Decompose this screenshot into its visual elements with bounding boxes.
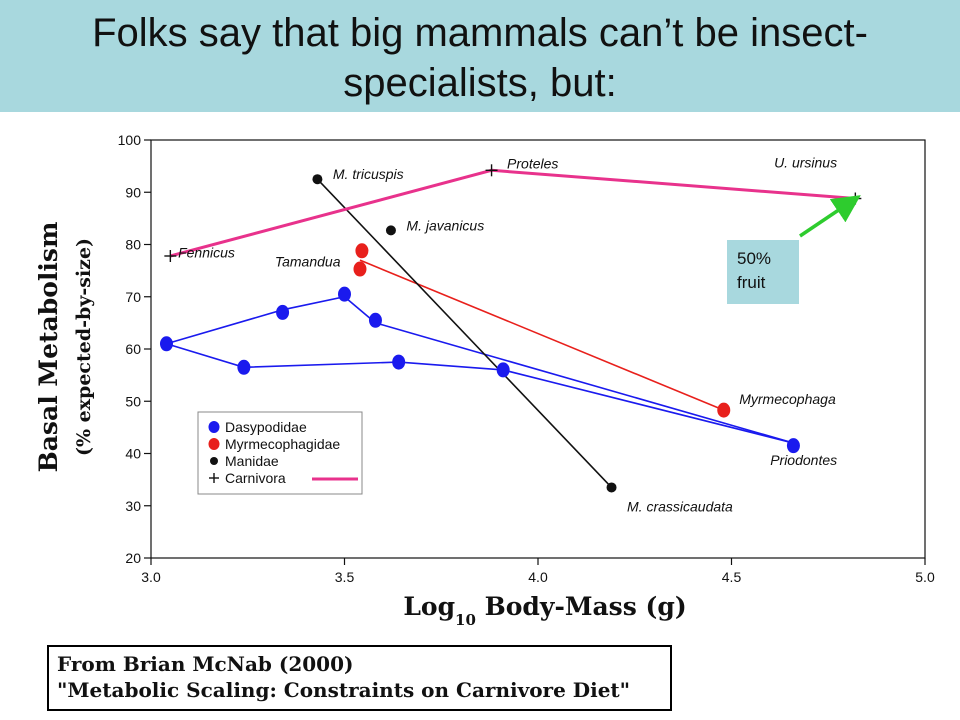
legend-label-carnivora: Carnivora — [225, 470, 286, 486]
y-tick-label: 80 — [125, 237, 141, 253]
species-annotation: M. javanicus — [406, 217, 484, 233]
citation-line-1: From Brian McNab (2000) — [57, 652, 354, 676]
myrmecophagidae-point — [717, 402, 731, 418]
legend-label-myrmecophagidae: Myrmecophagidae — [225, 436, 340, 452]
slide-title-line-2: specialists, but: — [343, 61, 617, 105]
manidae-point — [606, 482, 617, 493]
y-axis-sublabel: (% expected-by-size) — [73, 238, 95, 456]
x-tick-label: 4.0 — [528, 569, 548, 585]
dasypodidae-point — [338, 286, 351, 302]
y-tick-label: 50 — [125, 393, 141, 409]
y-tick-label: 60 — [125, 341, 141, 357]
x-tick-label: 3.0 — [141, 569, 161, 585]
fruit-note-box: 50% fruit — [727, 240, 799, 304]
species-annotation: Priodontes — [770, 452, 837, 468]
citation-box: From Brian McNab (2000) "Metabolic Scali… — [47, 645, 672, 711]
myrmecophagidae-point — [355, 243, 369, 259]
legend-label-manidae: Manidae — [225, 453, 279, 469]
species-annotation: Myrmecophaga — [739, 391, 836, 407]
dasypodidae-point — [392, 354, 406, 370]
dasypodidae-point — [496, 362, 510, 378]
dasypodidae-point — [159, 336, 173, 352]
metabolism-scatter-chart: 3.0 3.5 4.0 4.5 5.0 20 30 40 50 60 70 80 90 100 Basal … — [34, 132, 935, 629]
dasypodidae-point — [368, 312, 382, 328]
manidae-point — [312, 174, 323, 185]
fruit-arrow — [799, 195, 861, 238]
dasypodidae-point — [786, 438, 800, 454]
legend-label-dasypodidae: Dasypodidae — [225, 419, 307, 435]
manidae-point — [385, 225, 396, 236]
fruit-note-line-2: fruit — [737, 273, 766, 292]
y-tick-label: 100 — [118, 132, 142, 148]
plot-frame — [150, 139, 926, 559]
species-annotation: U. ursinus — [774, 155, 837, 171]
dasypodidae-point — [276, 304, 290, 320]
species-annotation: Proteles — [507, 156, 558, 172]
x-tick-label: 4.5 — [722, 569, 742, 585]
y-tick-label: 90 — [125, 184, 141, 200]
y-tick-label: 20 — [125, 550, 141, 566]
title-banner — [0, 0, 960, 112]
y-axis-label: Basal Metabolism — [34, 222, 63, 473]
slide-title-line-1: Folks say that big mammals can’t be inse… — [92, 11, 868, 55]
y-tick-label: 70 — [125, 289, 141, 305]
y-tick-label: 40 — [125, 446, 141, 462]
myrmecophagidae-point — [353, 261, 367, 277]
carnivora-point — [164, 249, 177, 262]
legend-marker-manidae — [210, 457, 218, 465]
fruit-note-line-1: 50% — [737, 249, 772, 268]
citation-line-2: "Metabolic Scaling: Constraints on Carni… — [57, 678, 631, 702]
species-annotation: Tamandua — [275, 253, 341, 269]
legend-marker-myrmecophagidae — [208, 438, 220, 450]
manidae-series-line — [316, 178, 613, 489]
species-annotation: M. tricuspis — [333, 166, 404, 182]
x-axis-label: Log10 Body-Mass (g) — [403, 592, 686, 629]
species-annotation: Fennicus — [178, 245, 235, 261]
y-tick-label: 30 — [125, 498, 141, 514]
x-tick-label: 5.0 — [915, 569, 935, 585]
species-annotation: M. crassicaudata — [627, 498, 733, 514]
dasypodidae-point — [237, 359, 251, 375]
x-tick-label: 3.5 — [335, 569, 355, 585]
myrmecophagidae-series-line — [359, 259, 725, 411]
legend-marker-dasypodidae — [208, 421, 220, 433]
carnivora-point — [485, 164, 498, 177]
